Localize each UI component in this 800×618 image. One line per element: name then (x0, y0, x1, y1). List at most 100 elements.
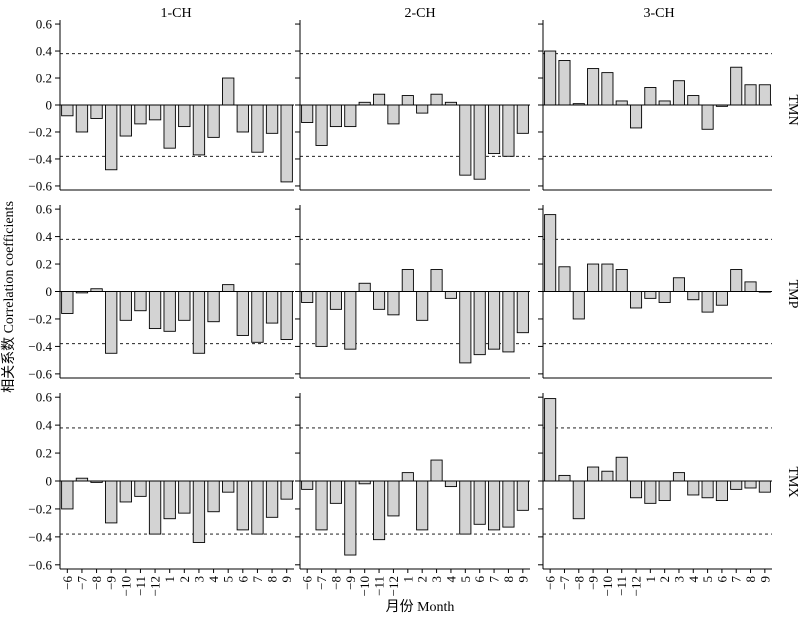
bar-tmp-1-ch-10 (207, 291, 220, 323)
bar-tmp-2-ch-13 (488, 291, 501, 350)
bar-tmx-3-ch-5 (615, 456, 628, 482)
y-tick-label: 0.6 (36, 390, 53, 405)
panel-grid: 0.6 0.4 0.2 0 −0.2 −0.4 −0.6 0.6 0.4 0.2 0 −0.2 −0.4… (28, 17, 772, 572)
bar-tmx-3-ch-7 (644, 480, 657, 504)
x-tick-label: 2 (415, 576, 430, 583)
x-tick-label: 7 (250, 576, 265, 583)
x-tick-label: −9 (343, 576, 358, 590)
bar-tmn-3-ch-5 (615, 100, 628, 106)
bar-tmp-3-ch-11 (701, 291, 714, 313)
x-tick-label: 7 (487, 576, 502, 583)
bar-tmp-1-ch-6 (148, 291, 162, 330)
x-tick-label: 5 (221, 576, 236, 583)
bar-tmn-1-ch-13 (251, 104, 264, 153)
x-tick-label: −10 (600, 576, 615, 596)
y-tick-label: 0 (46, 98, 53, 113)
bar-tmn-2-ch-3 (344, 104, 357, 128)
panel-tmn-3-ch (538, 20, 772, 191)
bar-tmn-2-ch-5 (373, 93, 386, 106)
bar-tmx-2-ch-12 (473, 480, 486, 525)
x-tick-label: 9 (515, 576, 530, 583)
panel-tmp-2-ch (295, 205, 530, 379)
bar-tmn-3-ch-3 (587, 68, 600, 106)
x-tick-label: −12 (386, 576, 401, 596)
bar-tmx-2-ch-5 (373, 480, 386, 541)
bar-tmn-1-ch-11 (222, 77, 235, 106)
bar-tmp-2-ch-5 (373, 291, 386, 310)
panel-tmx-1-ch: 0.6 0.4 0.2 0 −0.2 −0.4 −0.6 (28, 390, 294, 572)
bar-tmp-3-ch-6 (629, 291, 643, 309)
x-tick-label: 3 (429, 576, 444, 583)
panel-tmn-2-ch (295, 20, 530, 191)
x-tick-label: −10 (118, 576, 133, 596)
y-tick-label: 0.6 (36, 202, 53, 217)
panel-tmp-1-ch: 0.6 0.4 0.2 0 −0.2 −0.4 −0.6 (28, 202, 294, 381)
bar-tmn-1-ch-5 (134, 104, 147, 125)
column-title-2-ch: 2-CH (404, 6, 435, 21)
bar-tmp-3-ch-7 (644, 291, 657, 299)
bar-tmp-2-ch-3 (344, 291, 357, 350)
bar-tmp-3-ch-9 (672, 277, 686, 292)
bar-tmx-3-ch-15 (758, 480, 771, 493)
bar-tmp-2-ch-6 (387, 291, 400, 316)
x-tick-label: 6 (235, 576, 250, 583)
bar-tmn-3-ch-0 (544, 50, 557, 106)
bar-tmn-1-ch-7 (163, 104, 176, 149)
x-tick-label: −6 (300, 576, 315, 590)
bar-tmx-1-ch-0 (61, 480, 74, 510)
bar-tmx-1-ch-10 (207, 480, 220, 513)
row-label-tmn: TMN (785, 94, 800, 125)
y-tick-label: −0.2 (28, 124, 52, 139)
x-axes: −6 −7 −8 −9 −10 −11 −12 1 2 3 4 5 6 7 8 9 −6 −7 −8 −9 −10 −11… (60, 569, 772, 596)
panel-tmx-3-ch (538, 393, 772, 570)
x-tick-label: 4 (686, 576, 701, 583)
x-tick-label: −6 (60, 576, 75, 590)
bar-tmn-1-ch-0 (61, 104, 74, 117)
row-label-tmx: TMX (785, 466, 800, 497)
bar-tmx-3-ch-0 (544, 398, 557, 482)
x-tick-label: 6 (472, 576, 487, 583)
bar-tmx-2-ch-15 (516, 480, 529, 511)
x-tick-label: −12 (629, 576, 644, 596)
y-tick-label: 0.2 (36, 71, 52, 86)
y-tick-label: 0 (46, 474, 53, 489)
x-tick-label: 7 (729, 576, 744, 583)
bar-tmp-2-ch-4 (358, 282, 371, 292)
bar-tmn-1-ch-3 (105, 104, 118, 171)
x-tick-label: −12 (148, 576, 163, 596)
x-axis-title: 月份 Month (386, 599, 455, 615)
bar-tmx-2-ch-0 (301, 480, 314, 490)
x-tick-label: −11 (614, 576, 629, 596)
bar-tmx-3-ch-1 (558, 474, 571, 482)
bar-tmp-1-ch-0 (61, 291, 74, 314)
y-tick-label: 0.4 (36, 418, 53, 433)
y-tick-label: 0.6 (36, 17, 53, 32)
bar-tmn-2-ch-8 (416, 104, 429, 114)
bar-tmp-2-ch-9 (430, 269, 443, 292)
bar-tmx-1-ch-15 (280, 480, 293, 500)
bar-tmp-3-ch-12 (715, 291, 728, 306)
bar-tmn-1-ch-4 (119, 104, 132, 137)
y-tick-label: 0 (46, 284, 53, 299)
y-tick-label: −0.4 (28, 529, 52, 544)
y-tick-label: −0.2 (28, 501, 52, 516)
x-tick-label: 8 (501, 576, 516, 583)
bar-tmn-1-ch-8 (178, 104, 191, 128)
bar-tmn-1-ch-6 (148, 104, 162, 121)
bar-tmn-2-ch-1 (315, 104, 328, 146)
bar-tmx-2-ch-3 (344, 480, 357, 556)
bar-tmp-2-ch-10 (444, 291, 457, 299)
bar-tmx-3-ch-4 (601, 470, 614, 482)
x-tick-label: −6 (543, 576, 558, 590)
x-tick-label: 2 (657, 576, 672, 583)
x-tick-label: 1 (400, 576, 415, 583)
bar-tmp-3-ch-10 (687, 291, 700, 301)
x-tick-label: −9 (586, 576, 601, 590)
bar-tmx-1-ch-5 (134, 480, 147, 497)
x-tick-label: −11 (372, 576, 387, 596)
bar-tmp-1-ch-11 (222, 284, 235, 292)
y-tick-label: −0.2 (28, 311, 52, 326)
y-tick-label: 0.2 (36, 446, 52, 461)
bar-tmp-2-ch-12 (473, 291, 486, 356)
x-tick-label: 5 (458, 576, 473, 583)
